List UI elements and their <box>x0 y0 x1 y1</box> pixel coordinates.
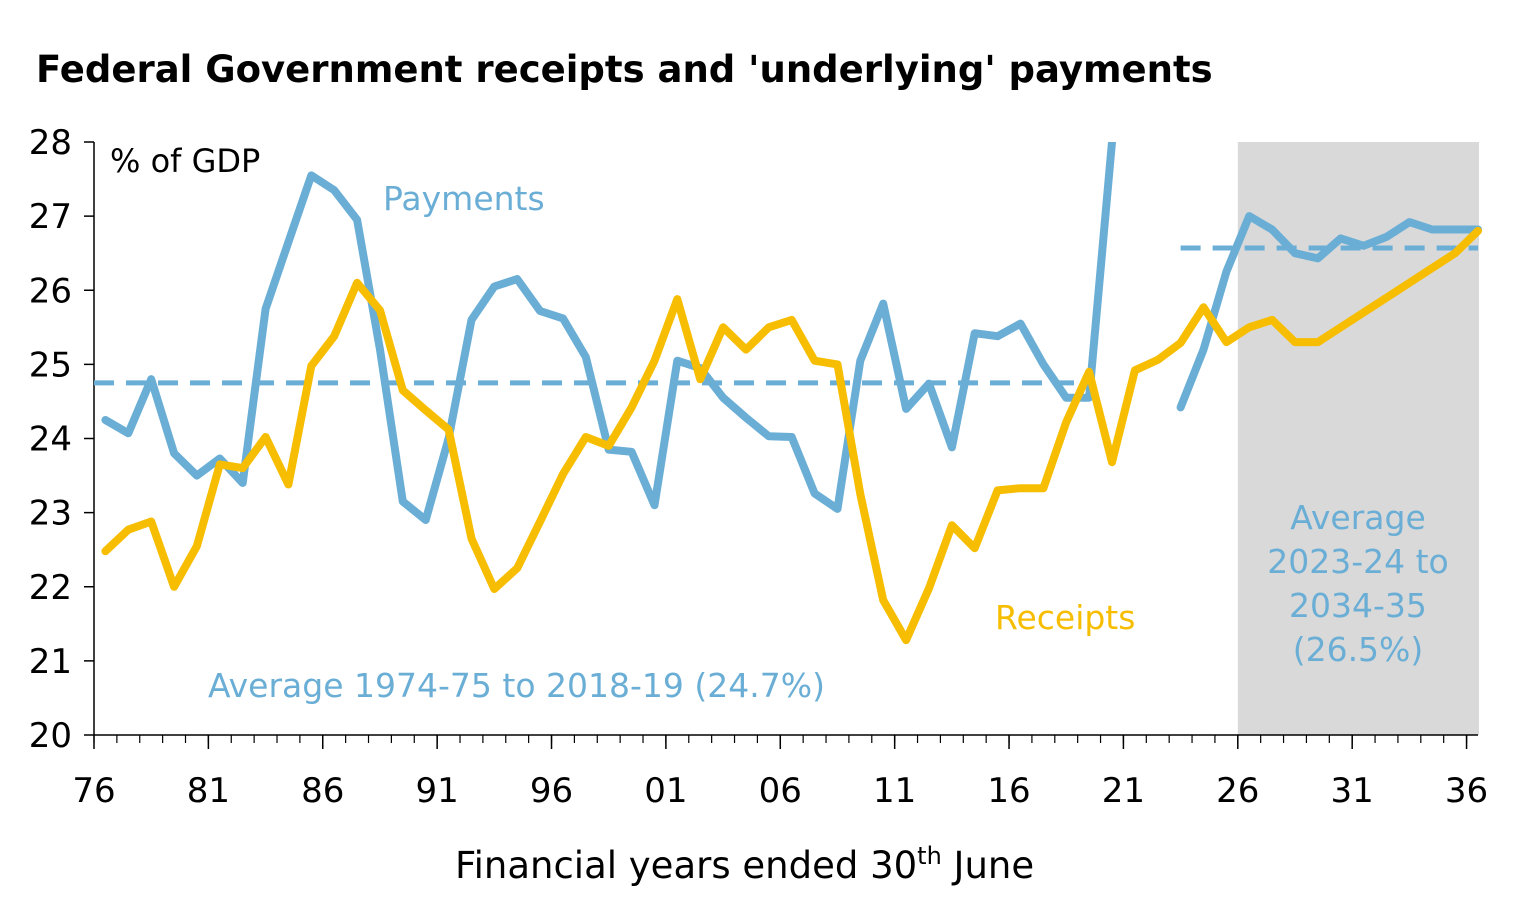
payments-series-label: Payments <box>383 179 545 218</box>
x-tick-label: 21 <box>1102 771 1145 811</box>
x-tick-label: 26 <box>1216 771 1259 811</box>
payments-series-line <box>1176 212 1482 412</box>
historical-average-label: Average 1974-75 to 2018-19 (24.7%) <box>208 666 825 705</box>
x-tick-label: 76 <box>72 771 115 811</box>
y-tick-label: 25 <box>29 345 72 385</box>
x-tick-label: 96 <box>530 771 573 811</box>
x-tick-label: 11 <box>873 771 916 811</box>
x-axis-title: Financial years ended 30th June <box>455 842 1034 887</box>
x-tick-label: 91 <box>416 771 459 811</box>
y-tick-label: 22 <box>29 568 72 608</box>
x-tick-label: 06 <box>759 771 802 811</box>
x-tick-label: 86 <box>301 771 344 811</box>
series-lines <box>101 142 1482 645</box>
axes: 20 21 22 23 24 25 26 27 28 76 81 86 91 96 01 06 11 16 21 26… <box>29 123 1488 811</box>
receipts-series-label: Receipts <box>995 598 1135 637</box>
x-axis-title-main: Financial years ended 30 <box>455 844 917 887</box>
x-axis-title-superscript: th <box>917 842 942 870</box>
y-tick-label: 26 <box>29 271 72 311</box>
projection-average-label-line-2: 2023-24 to <box>1267 542 1449 581</box>
receipts-series-line <box>101 226 1482 645</box>
y-tick-label: 20 <box>29 716 72 756</box>
payments-series-line <box>101 142 1116 524</box>
y-tick-label: 23 <box>29 494 72 534</box>
projection-average-label-line-3: 2034-35 <box>1289 586 1427 625</box>
y-tick-label: 24 <box>29 420 72 460</box>
projection-average-label-line-1: Average <box>1290 498 1426 537</box>
x-tick-label: 16 <box>987 771 1030 811</box>
x-tick-label: 81 <box>187 771 230 811</box>
y-tick-label: 28 <box>29 123 72 163</box>
y-tick-label: 21 <box>29 642 72 682</box>
y-axis-unit-label: % of GDP <box>110 142 260 180</box>
chart-title: Federal Government receipts and 'underly… <box>36 48 1213 91</box>
projection-average-label-line-4: (26.5%) <box>1293 630 1424 669</box>
x-tick-label: 36 <box>1445 771 1488 811</box>
x-tick-label: 01 <box>644 771 687 811</box>
y-tick-label: 27 <box>29 197 72 237</box>
x-axis-title-suffix: June <box>942 844 1034 887</box>
x-tick-label: 31 <box>1331 771 1374 811</box>
